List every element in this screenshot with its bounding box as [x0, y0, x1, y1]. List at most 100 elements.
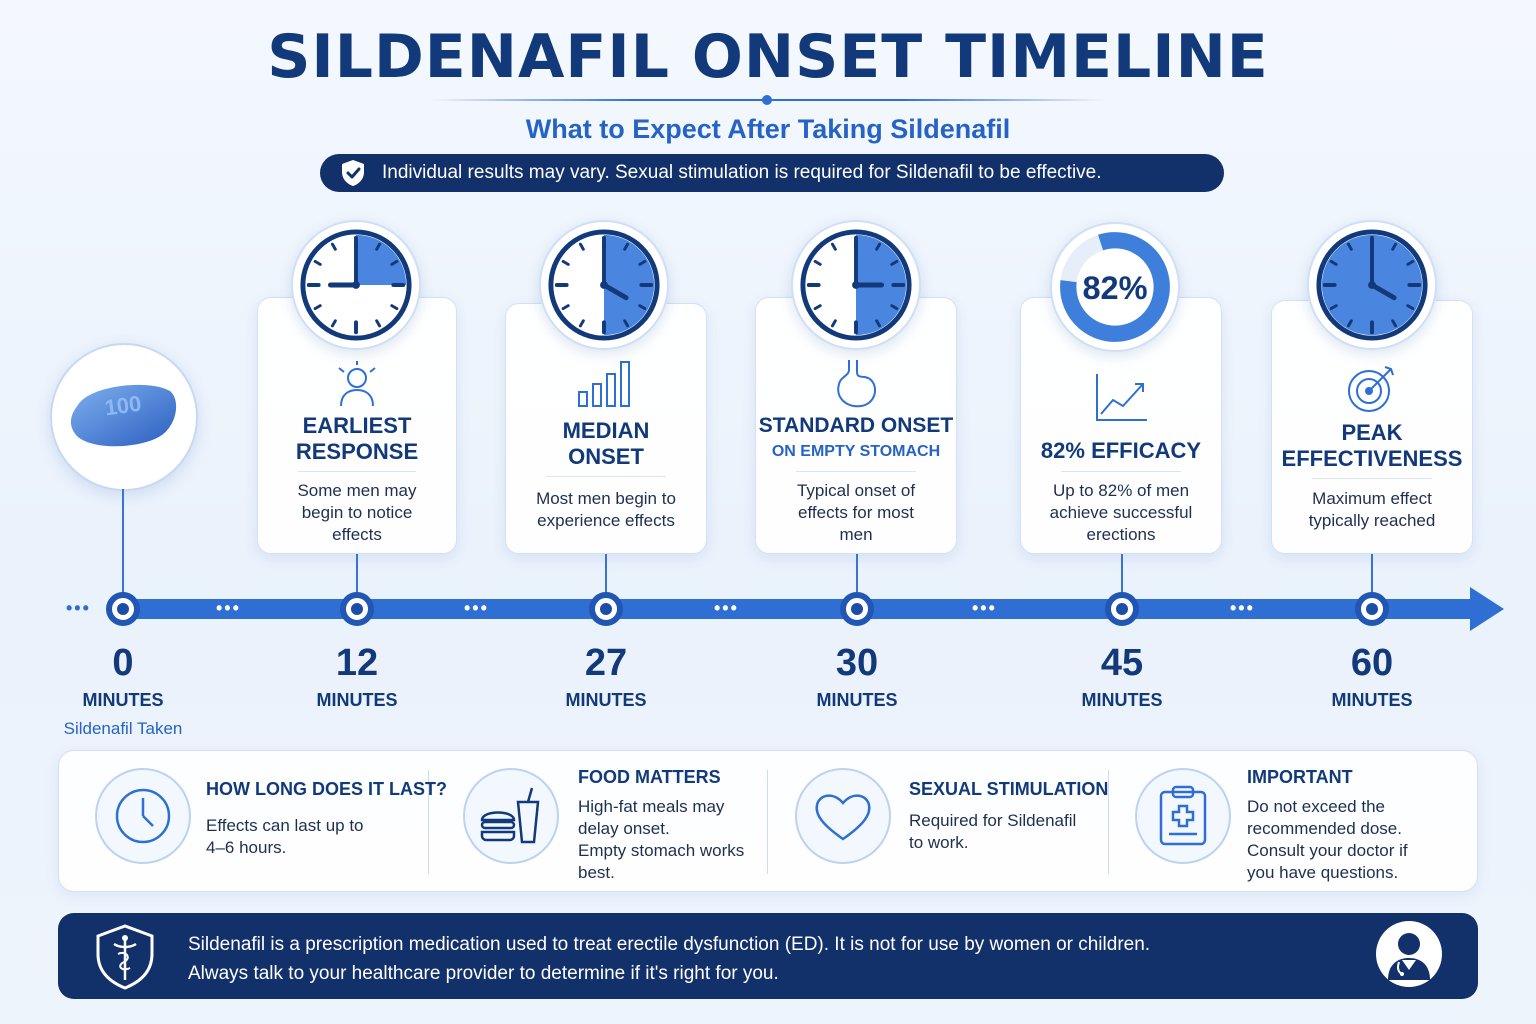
target-icon — [1348, 366, 1394, 412]
connector-0 — [122, 489, 124, 601]
pill-icon: 100 — [70, 384, 177, 447]
footer-banner — [58, 913, 1478, 999]
info-icon-circle — [1135, 768, 1231, 864]
timeline-node-30 — [840, 592, 874, 626]
timeline-dots: ••• — [464, 598, 489, 618]
stage-title: RESPONSE — [295, 439, 419, 464]
info-text: Required for Sildenafil to work. — [909, 811, 1077, 852]
stage-title: ONSET — [568, 444, 644, 469]
time-unit: MINUTES — [1081, 690, 1163, 710]
info-icon-circle — [795, 768, 891, 864]
pill-imprint: 100 — [103, 391, 143, 421]
stage-card-efficacy: 82% EFFICACY Up to 82% of men achieve su… — [1020, 297, 1222, 554]
efficacy-ring: 82% — [1060, 232, 1170, 342]
doctor-icon — [1388, 933, 1430, 980]
time-unit: MINUTES — [82, 690, 164, 710]
timeline-node-27 — [589, 592, 623, 626]
info-divider — [767, 770, 768, 874]
doctor-avatar — [1376, 921, 1442, 987]
stage-title: EARLIEST — [302, 413, 412, 438]
stage-desc: Typical onset of — [796, 481, 916, 500]
stage-desc: men — [839, 525, 873, 544]
info-text: Do not exceed the recommended dose. Cons… — [1247, 797, 1408, 882]
info-text: Effects can last up to 4–6 hours. — [206, 816, 364, 857]
info-icon-circle — [95, 768, 191, 864]
stage-title: MEDIAN — [562, 418, 650, 443]
arrow-right-icon — [1470, 587, 1504, 631]
stage-card-median: MEDIAN ONSET Most men begin to experienc… — [505, 303, 707, 554]
connector-45 — [1121, 554, 1123, 600]
time-value: 30 — [835, 642, 879, 684]
clock-30 — [791, 220, 921, 350]
info-text: High-fat meals may delay onset. Empty st… — [578, 797, 745, 882]
stage-desc: effects — [332, 525, 382, 544]
disclaimer-text: Individual results may vary. Sexual stim… — [382, 162, 1102, 183]
bar-chart-icon — [578, 361, 630, 407]
stage-card-earliest: EARLIEST RESPONSE Some men may begin to … — [257, 297, 457, 554]
page-subtitle: What to Expect After Taking Sildenafil — [525, 114, 1011, 144]
stage-desc: typically reached — [1308, 511, 1436, 530]
time-value: 45 — [1100, 642, 1144, 684]
burger-drink-icon — [480, 787, 540, 844]
caduceus-shield-icon — [96, 924, 154, 990]
clock-12 — [291, 220, 421, 350]
time-unit: MINUTES — [316, 690, 398, 710]
shield-check-icon — [342, 160, 364, 186]
timeline-bar — [122, 599, 1482, 619]
time-unit: MINUTES — [816, 690, 898, 710]
connector-60 — [1371, 554, 1373, 600]
time-value: 0 — [112, 642, 134, 684]
person-icon — [338, 361, 376, 407]
info-divider — [428, 770, 429, 874]
title-divider-dot — [762, 95, 772, 105]
clock-icon — [548, 229, 660, 341]
info-divider — [1108, 770, 1109, 874]
stage-subtitle: ON EMPTY STOMACH — [771, 443, 941, 460]
heart-icon — [815, 794, 871, 841]
disclaimer-banner: Individual results may vary. Sexual stim… — [320, 154, 1224, 192]
stage-title: PEAK — [1341, 420, 1403, 445]
timeline-dots: ••• — [216, 598, 241, 618]
stage-desc: Up to 82% of men — [1052, 481, 1190, 500]
page-title: SILDENAFIL ONSET TIMELINE — [267, 22, 1269, 92]
footer-text: Sildenafil is a prescription medication … — [188, 934, 1151, 984]
clock-icon — [800, 229, 912, 341]
info-title: HOW LONG DOES IT LAST? — [206, 779, 447, 799]
info-panel — [58, 750, 1478, 892]
stage-desc: effects for most — [798, 503, 914, 522]
stage-title: 82% EFFICACY — [1040, 438, 1202, 463]
timeline-dots: ••• — [972, 598, 997, 618]
timeline-dots-start: ••• — [66, 598, 91, 618]
stomach-icon — [837, 360, 877, 408]
efficacy-gauge: 82% — [1050, 222, 1180, 352]
time-unit: MINUTES — [1331, 690, 1413, 710]
timeline-node-60 — [1355, 592, 1389, 626]
pill-circle: 100 — [50, 343, 198, 491]
info-title: IMPORTANT — [1247, 767, 1353, 787]
time-value: 12 — [335, 642, 379, 684]
time-value: 27 — [584, 642, 628, 684]
stage-desc: begin to notice — [301, 503, 413, 522]
stage-desc: experience effects — [537, 511, 675, 530]
sildenafil-taken-label: Sildenafil Taken — [63, 719, 183, 738]
stage-desc: achieve successful — [1049, 503, 1193, 522]
stage-desc: erections — [1086, 525, 1156, 544]
time-value: 60 — [1350, 642, 1394, 684]
info-title: SEXUAL STIMULATION — [909, 779, 1109, 799]
stage-desc: Maximum effect — [1312, 489, 1432, 508]
stage-title: EFFECTIVENESS — [1281, 446, 1463, 471]
timeline-node-45 — [1105, 592, 1139, 626]
connector-12 — [356, 554, 358, 600]
clock-60 — [1307, 220, 1437, 350]
stage-card-standard: STANDARD ONSET ON EMPTY STOMACH Typical … — [755, 297, 957, 554]
info-icon-circle — [463, 768, 559, 864]
stage-title: STANDARD ONSET — [758, 414, 954, 437]
timeline-dots: ••• — [1230, 598, 1255, 618]
clock-icon — [300, 229, 412, 341]
stage-desc: Some men may — [297, 481, 417, 500]
connector-27 — [605, 554, 607, 600]
timeline-node-12 — [340, 592, 374, 626]
stage-desc: Most men begin to — [536, 489, 676, 508]
time-unit: MINUTES — [565, 690, 647, 710]
trend-chart-icon — [1096, 374, 1147, 421]
